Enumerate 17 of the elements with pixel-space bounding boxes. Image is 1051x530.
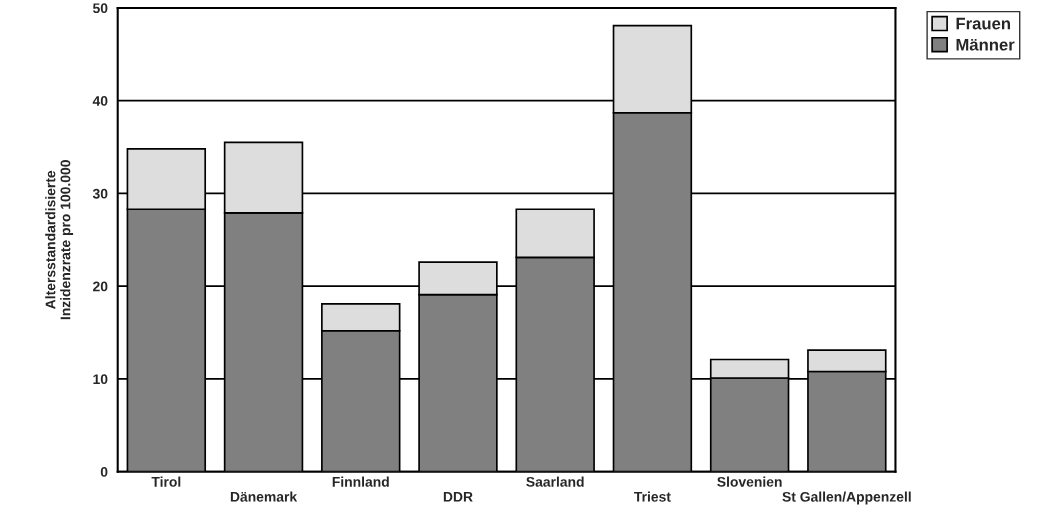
y-tick-label: 40 xyxy=(92,96,108,106)
y-tick-label: 30 xyxy=(92,188,108,199)
x-tick-label: Triest xyxy=(634,491,671,502)
y-tick-label: 20 xyxy=(93,281,108,292)
x-tick-label: Tirol xyxy=(151,476,181,487)
y-tick-label: 10 xyxy=(93,374,108,385)
y-tick-label: 50 xyxy=(92,3,108,14)
x-tick-label: Slovenien xyxy=(717,476,782,487)
x-tick-label: Saarland xyxy=(526,476,584,487)
x-tick-label: St Gallen/Appenzell xyxy=(782,491,911,505)
legend-label: Männer xyxy=(956,38,1015,51)
y-tick-label: 0 xyxy=(100,467,108,477)
y-axis-title: Altersstandardisierte Inzidenzrate pro 100.000 xyxy=(45,160,74,320)
legend-label: Frauen xyxy=(956,17,1010,30)
x-tick-label: Finnland xyxy=(332,476,389,487)
x-tick-label: DDR xyxy=(443,492,473,502)
x-tick-label: Dänemark xyxy=(230,491,298,502)
